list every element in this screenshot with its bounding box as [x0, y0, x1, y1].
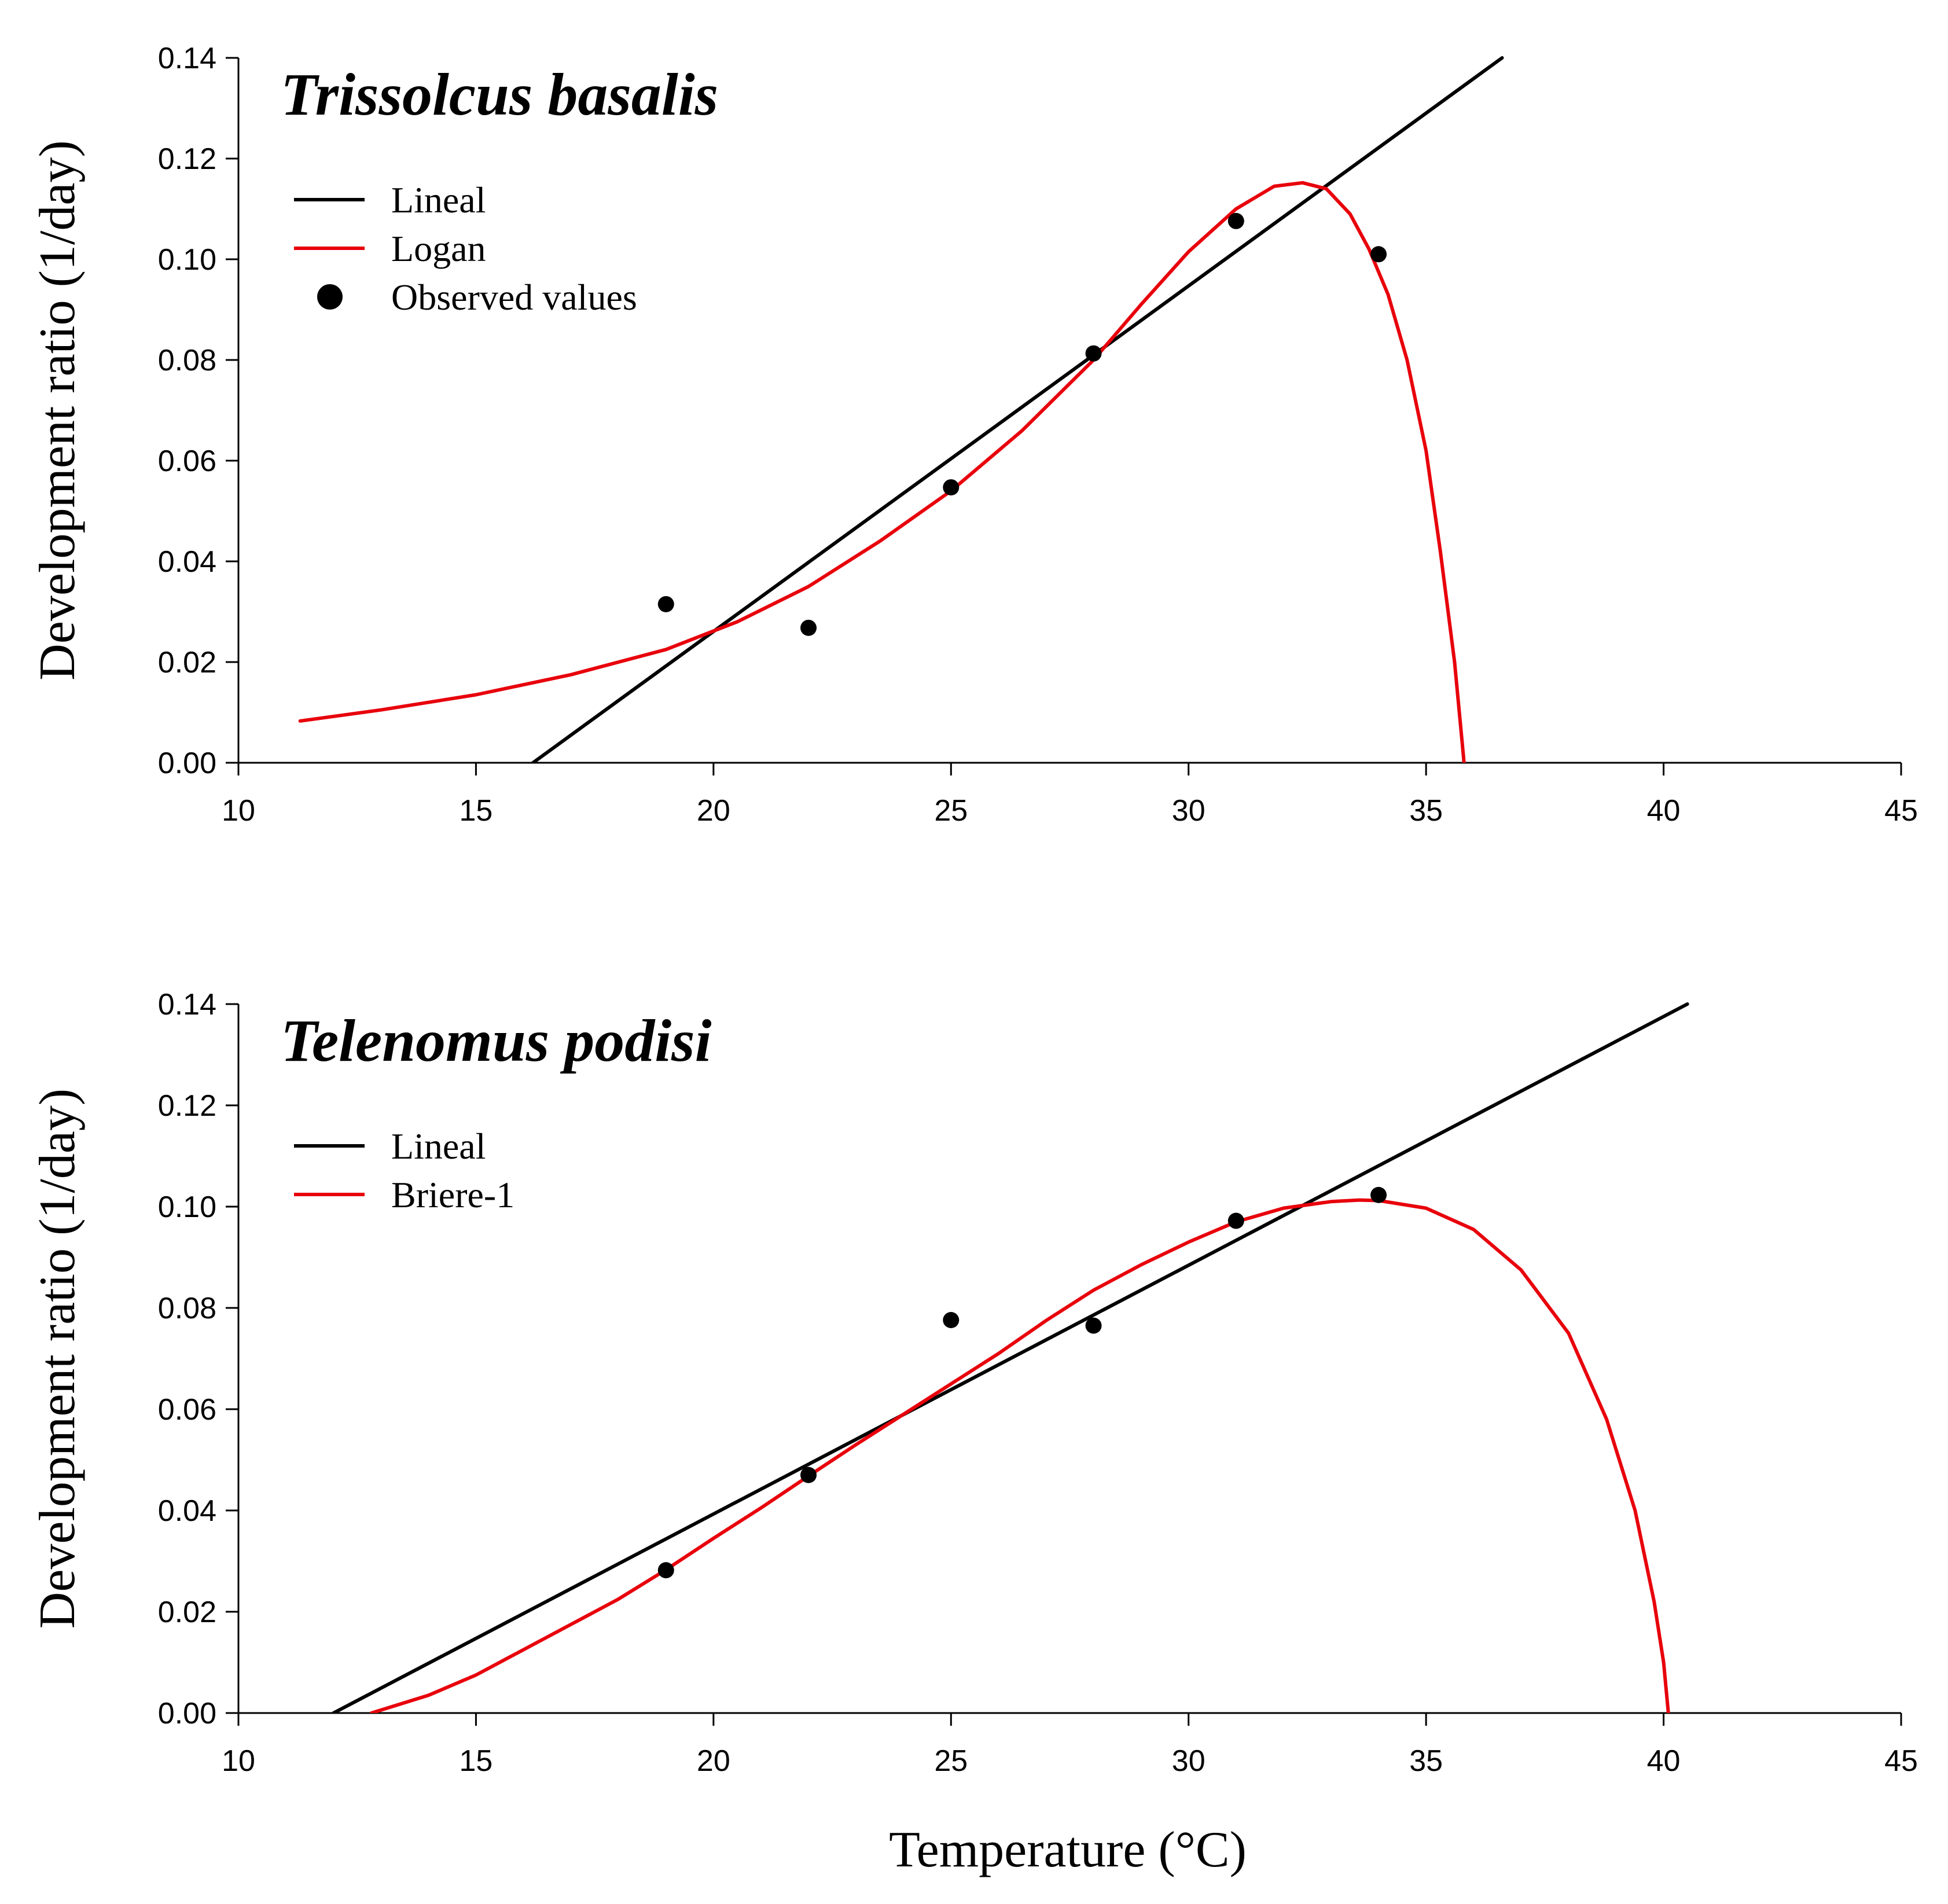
x-tick-label: 40 — [1647, 794, 1681, 828]
data-point — [1085, 1317, 1102, 1334]
panel-telenomus-podisi: 0.00 0.02 0.04 0.06 0.08 0.10 0.12 0.14 10 15 20 25… — [30, 988, 1918, 1778]
y-tick-label: 0.08 — [158, 344, 216, 377]
legend-swatch-marker — [317, 284, 343, 310]
y-tick-label: 0.14 — [158, 42, 216, 75]
data-point — [1227, 1212, 1244, 1229]
y-tick-label: 0.00 — [158, 1697, 216, 1730]
data-point — [943, 1312, 960, 1328]
x-tick-label: 25 — [934, 1744, 968, 1778]
y-tick-label: 0.10 — [158, 1190, 216, 1224]
legend-label: Lineal — [391, 1126, 486, 1167]
x-tick-label: 20 — [697, 1744, 730, 1778]
y-tick-label: 0.02 — [158, 646, 216, 679]
y-tick-label: 0.12 — [158, 142, 216, 176]
legend-label: Lineal — [391, 179, 486, 220]
y-tick-label: 0.10 — [158, 243, 216, 277]
y-tick-label: 0.04 — [158, 1494, 216, 1528]
series-line-logan — [298, 181, 1466, 763]
data-point — [800, 1466, 817, 1483]
panel-trissolcus-basalis: 0.00 0.02 0.04 0.06 0.08 0.10 0.12 0.14 10 15 20 25… — [30, 42, 1918, 828]
x-axis-title: Temperature (°C) — [889, 1822, 1247, 1878]
data-point — [943, 479, 960, 496]
legend-label: Observed values — [391, 277, 637, 318]
x-tick-label: 35 — [1409, 794, 1443, 828]
data-point — [1227, 212, 1244, 229]
x-tick-label: 30 — [1172, 1744, 1205, 1778]
x-tick-label: 20 — [697, 794, 730, 828]
x-tick-label: 10 — [222, 794, 255, 828]
legend-label: Logan — [391, 228, 486, 269]
y-tick-label: 0.00 — [158, 747, 216, 780]
x-tick-label: 45 — [1884, 794, 1918, 828]
data-point — [1085, 345, 1102, 362]
x-tick-label: 15 — [460, 1744, 493, 1778]
data-point — [657, 596, 674, 612]
x-tick-label: 10 — [222, 1744, 255, 1778]
y-axis-title: Development ratio (1/day) — [30, 1089, 86, 1629]
series-line-lineal — [531, 56, 1504, 763]
y-tick-label: 0.14 — [158, 988, 216, 1021]
x-tick-label: 45 — [1884, 1744, 1918, 1778]
y-tick-label: 0.12 — [158, 1089, 216, 1123]
y-tick-label: 0.08 — [158, 1292, 216, 1325]
x-tick-label: 35 — [1409, 1744, 1443, 1778]
series-line-lineal — [332, 1002, 1689, 1713]
y-axis-title: Development ratio (1/day) — [30, 140, 86, 680]
series-line-briere-1 — [369, 1198, 1670, 1713]
x-tick-label: 15 — [460, 794, 493, 828]
y-tick-label: 0.04 — [158, 545, 216, 579]
y-tick-label: 0.06 — [158, 1393, 216, 1427]
data-point — [800, 619, 817, 636]
x-tick-label: 30 — [1172, 794, 1205, 828]
y-tick-label: 0.02 — [158, 1596, 216, 1629]
x-tick-label: 40 — [1647, 1744, 1681, 1778]
x-tick-label: 25 — [934, 794, 968, 828]
panel-title: Telenomus podisi — [281, 1008, 712, 1074]
data-point — [1370, 246, 1387, 263]
data-point — [657, 1562, 674, 1579]
data-point — [1370, 1186, 1387, 1203]
y-tick-label: 0.06 — [158, 444, 216, 478]
legend-label: Briere-1 — [391, 1174, 514, 1215]
panel-title: Trissolcus basalis — [281, 61, 718, 128]
